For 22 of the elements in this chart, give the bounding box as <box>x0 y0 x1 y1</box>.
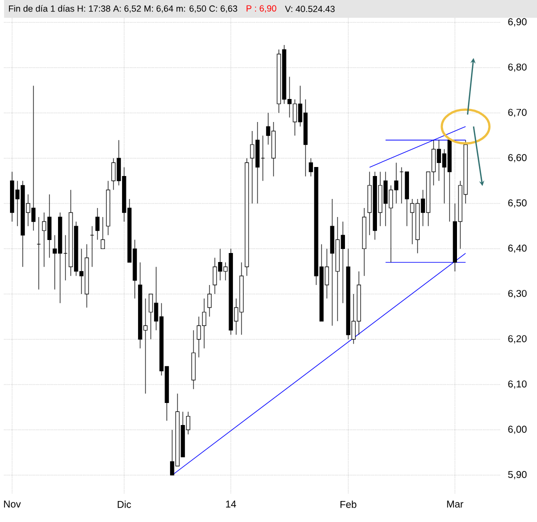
candlestick <box>100 216 105 250</box>
chart-subtitle: P : 6,90 <box>246 5 276 13</box>
y-tick-label: 6,20 <box>508 335 527 344</box>
chart-title: Fin de día 1 días H: 17:38 A: 6,52 M: 6,64 m: 6,50 C: 6,63 <box>8 5 238 13</box>
x-tick-label: 14 <box>226 500 236 508</box>
x-tick-label: Dic <box>118 500 132 508</box>
y-tick-label: 6,60 <box>508 154 527 162</box>
y-tick-label: 6,80 <box>508 64 527 72</box>
y-tick-label: 6,70 <box>508 108 527 118</box>
y-tick-label: 6,10 <box>508 380 527 389</box>
x-tick-label: Mar <box>447 500 464 508</box>
candlestick <box>95 208 100 240</box>
x-tick-label: Nov <box>4 500 21 508</box>
text: V: 40.524.43 <box>284 6 335 12</box>
y-tick-label: 5,90 <box>508 471 527 480</box>
y-tick-label: 6,40 <box>508 244 527 253</box>
y-tick-label: 6,90 <box>508 18 527 26</box>
candlestick <box>207 284 212 317</box>
y-tick-label: 6,50 <box>508 199 527 208</box>
x-tick-label: Feb <box>340 500 356 508</box>
y-tick-label: 6,30 <box>508 290 527 298</box>
y-tick-label: 6,00 <box>508 426 527 434</box>
